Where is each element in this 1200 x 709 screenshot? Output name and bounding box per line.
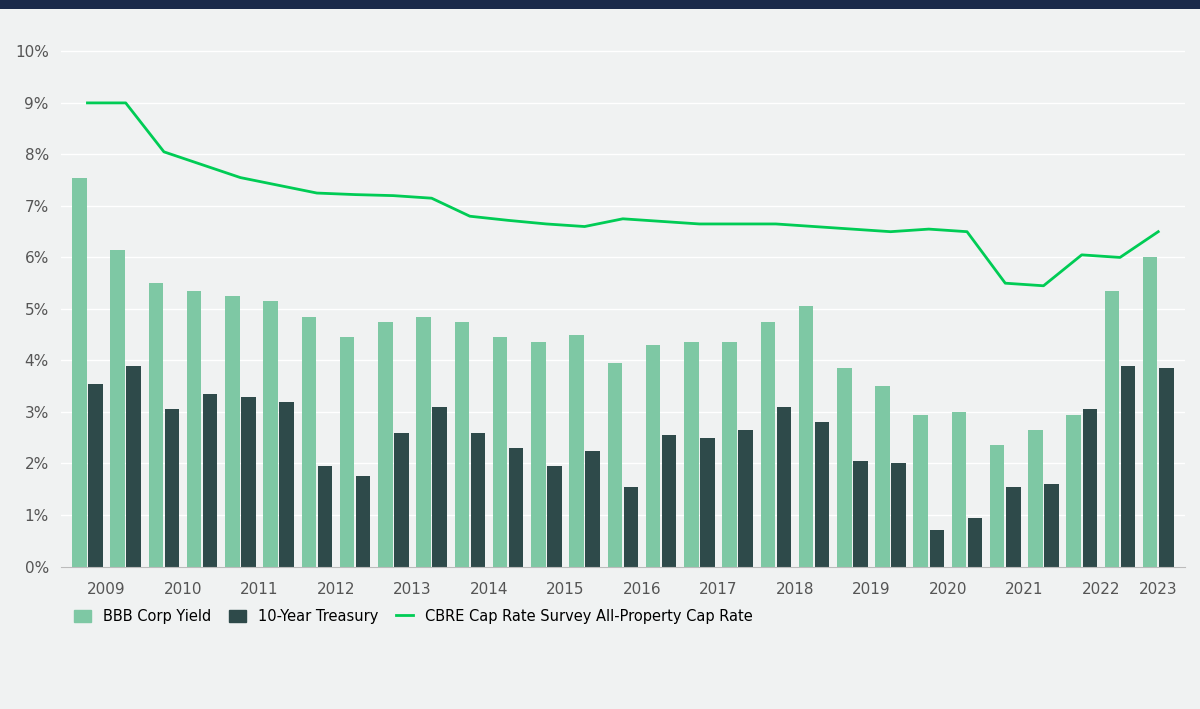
Bar xyxy=(509,448,523,566)
Bar xyxy=(356,476,371,566)
Bar xyxy=(952,412,966,566)
Bar xyxy=(1006,486,1020,566)
Bar xyxy=(187,291,202,566)
Bar xyxy=(815,423,829,566)
Bar xyxy=(722,342,737,566)
Bar xyxy=(1028,430,1043,566)
Bar xyxy=(378,322,392,566)
Bar xyxy=(241,396,256,566)
Bar xyxy=(1159,368,1174,566)
Bar xyxy=(1044,484,1058,566)
Bar xyxy=(416,317,431,566)
Bar xyxy=(1142,257,1158,566)
Bar xyxy=(226,296,240,566)
Bar xyxy=(875,386,889,566)
Bar xyxy=(776,407,791,566)
Bar xyxy=(1082,409,1097,566)
Bar xyxy=(89,384,103,566)
Bar xyxy=(318,466,332,566)
Bar xyxy=(394,432,409,566)
Bar xyxy=(738,430,752,566)
Bar xyxy=(799,306,814,566)
Bar xyxy=(684,342,698,566)
Bar xyxy=(1121,366,1135,566)
Bar xyxy=(493,337,508,566)
Legend: BBB Corp Yield, 10-Year Treasury, CBRE Cap Rate Survey All-Property Cap Rate: BBB Corp Yield, 10-Year Treasury, CBRE C… xyxy=(68,603,758,630)
Bar xyxy=(624,486,638,566)
Bar xyxy=(164,409,179,566)
Bar xyxy=(126,366,140,566)
Bar xyxy=(569,335,584,566)
Bar xyxy=(455,322,469,566)
Bar xyxy=(586,451,600,566)
Bar xyxy=(432,407,446,566)
Bar xyxy=(930,530,944,566)
Bar xyxy=(646,345,660,566)
Bar xyxy=(149,283,163,566)
Bar xyxy=(1067,415,1081,566)
Bar xyxy=(72,177,86,566)
Bar xyxy=(470,432,485,566)
Bar xyxy=(836,368,852,566)
Bar xyxy=(990,445,1004,566)
Bar xyxy=(301,317,316,566)
Bar xyxy=(340,337,354,566)
Bar xyxy=(607,363,622,566)
Bar xyxy=(1105,291,1120,566)
Bar xyxy=(263,301,278,566)
Bar xyxy=(853,461,868,566)
Bar xyxy=(203,394,217,566)
Bar xyxy=(700,437,715,566)
Bar xyxy=(967,518,983,566)
Bar xyxy=(662,435,677,566)
Bar xyxy=(532,342,546,566)
Bar xyxy=(547,466,562,566)
Bar xyxy=(110,250,125,566)
Bar xyxy=(913,415,928,566)
Bar xyxy=(892,464,906,566)
Bar xyxy=(761,322,775,566)
Bar xyxy=(280,402,294,566)
